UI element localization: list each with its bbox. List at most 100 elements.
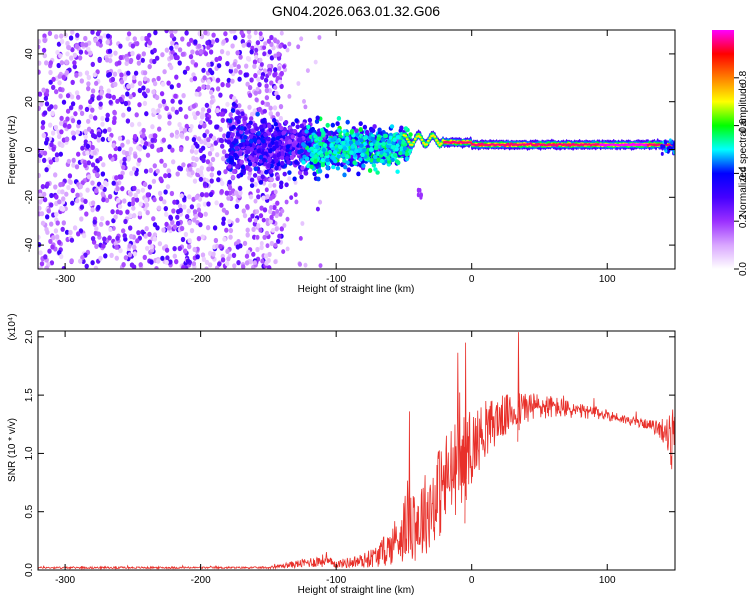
spectrogram-cell — [327, 131, 332, 136]
spectrogram-cell — [229, 143, 234, 149]
spectrogram-cell — [78, 183, 84, 190]
spectrogram-cell — [256, 139, 261, 145]
spectrogram-cell — [390, 157, 395, 163]
spectrogram-cell — [173, 30, 178, 34]
spectrogram-cell — [112, 109, 117, 115]
spectrogram-cell — [252, 59, 258, 65]
y-tick-label: 0.5 — [24, 504, 35, 518]
spectrogram-cell — [132, 244, 137, 250]
spectrogram-cell — [262, 108, 267, 114]
spectrogram-cell — [410, 143, 414, 146]
spectrogram-cell — [198, 48, 204, 55]
spectrogram-cell — [177, 122, 182, 128]
spectrogram-cell — [395, 143, 400, 148]
spectrogram-cell — [65, 51, 70, 57]
spectrogram-cell — [218, 92, 223, 98]
spectrogram-cell — [174, 129, 180, 135]
spectrogram-cell — [257, 82, 262, 88]
spectrogram-cell — [231, 252, 237, 258]
spectrogram-cell — [262, 180, 267, 186]
spectrogram-cell — [162, 199, 167, 205]
spectrogram-cell — [237, 76, 242, 82]
spectrogram-cell — [252, 162, 257, 168]
spectrogram-cell — [376, 136, 381, 142]
spectrogram-cell — [79, 78, 85, 84]
spectrogram-cell — [301, 142, 306, 147]
spectrogram-cell — [240, 168, 245, 174]
spectrogram-cell — [273, 259, 278, 265]
spectrogram-cell — [235, 131, 241, 137]
spectrogram-cell — [367, 168, 373, 173]
spectrogram-cell — [232, 263, 237, 269]
spectrogram-cell — [181, 93, 186, 99]
spectrogram-cell — [225, 248, 230, 254]
spectrogram-cell — [330, 122, 335, 128]
spectrogram-cell — [143, 141, 149, 147]
spectrogram-cell — [662, 144, 666, 149]
spectrogram-cell — [123, 100, 129, 107]
spectrogram-cell — [230, 78, 235, 84]
spectrogram-cell — [263, 132, 268, 138]
spectrogram-cell — [180, 36, 185, 42]
spectrogram-cell — [207, 151, 213, 157]
spectrogram-cell — [117, 146, 122, 152]
spectrogram-cell — [245, 232, 250, 238]
spectrogram-cell — [219, 202, 224, 208]
spectrogram-cell — [231, 101, 237, 107]
spectrogram-cell — [38, 192, 43, 198]
spectrogram-cell — [191, 261, 197, 267]
spectrogram-cell — [48, 60, 53, 66]
spectrogram-cell — [79, 216, 84, 222]
spectrogram-cell — [145, 88, 151, 94]
spectrogram-cell — [99, 184, 104, 190]
spectrogram-cell — [263, 77, 269, 83]
spectrogram-cell — [238, 185, 243, 191]
spectrogram-cell — [242, 116, 247, 121]
spectrogram-cell — [327, 149, 333, 155]
spectrogram-cell — [253, 198, 258, 204]
spectrogram-cell — [137, 87, 143, 94]
spectrogram-cell — [147, 184, 152, 190]
spectrogram-cell — [106, 72, 111, 78]
spectrogram-cell — [141, 85, 146, 91]
spectrogram-cell — [90, 30, 95, 35]
spectrogram-cell — [218, 137, 224, 143]
spectrogram-cell — [74, 72, 79, 78]
spectrogram-cell — [122, 156, 127, 163]
spectrogram-cell — [216, 177, 221, 183]
spectrogram-cell — [247, 85, 253, 91]
spectrogram-cell — [331, 164, 336, 170]
spectrogram-cell — [350, 144, 355, 149]
spectrogram-cell — [127, 252, 133, 258]
spectrogram-cell — [75, 32, 80, 38]
spectrogram-cell — [50, 110, 55, 116]
spectrogram-cell — [228, 68, 233, 74]
spectrogram-cell — [166, 168, 171, 174]
spectrogram-cell — [231, 169, 237, 174]
spectrogram-cell — [137, 102, 142, 108]
spectrogram-cell — [255, 234, 260, 240]
spectrogram-cell — [155, 55, 160, 61]
spectrogram-cell — [260, 119, 265, 124]
spectrogram-cell — [275, 75, 280, 81]
spectrogram-cell — [76, 151, 81, 157]
spectrogram-cell — [253, 73, 258, 79]
spectrogram-cell — [153, 30, 158, 36]
spectrogram-cell — [186, 171, 191, 177]
spectrogram-cell — [187, 194, 192, 200]
spectrogram-cell — [115, 186, 120, 192]
spectrogram-cell — [58, 86, 63, 92]
spectrogram-y-label: Frequency (Hz) — [7, 116, 18, 185]
spectrogram-cell — [105, 116, 110, 123]
spectrogram-cell — [112, 71, 118, 77]
spectrogram-cell — [138, 201, 143, 207]
spectrogram-cell — [68, 229, 73, 236]
spectrogram-cell — [177, 47, 183, 53]
spectrogram-cell — [97, 57, 102, 64]
spectrogram-cell — [247, 161, 253, 167]
spectrogram-cell — [238, 54, 243, 60]
spectrogram-cell — [74, 90, 80, 96]
spectrogram-cell — [90, 107, 95, 113]
spectrogram-cell — [676, 142, 679, 147]
spectrogram-cell — [60, 226, 65, 232]
